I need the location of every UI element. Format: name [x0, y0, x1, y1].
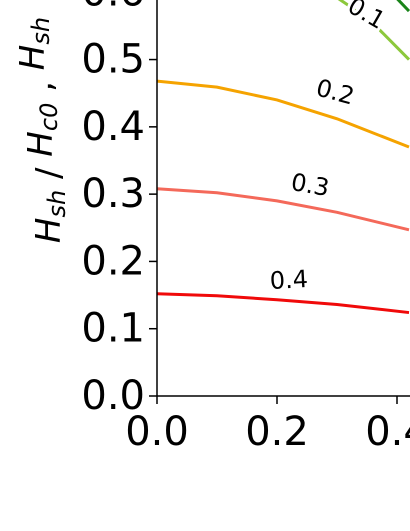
y-tick-label: 0.6 — [81, 0, 145, 15]
label-subscript: sh — [27, 17, 55, 45]
plot-area: 0.4 0.3 0.2 0.1 — [157, 0, 410, 315]
label-subscript: sh — [43, 190, 71, 218]
x-tick-label: 0.2 — [245, 409, 309, 455]
curve — [396, 0, 410, 13]
y-tick-label: 0.5 — [81, 37, 145, 83]
label-part: / — [29, 157, 69, 190]
y-tick-label: 0.0 — [81, 373, 145, 419]
curve — [157, 292, 410, 315]
curve — [337, 0, 410, 61]
y-axis-label: Hsh / Hc0 , Hsh — [13, 17, 72, 243]
y-tick-label: 0.1 — [81, 306, 145, 352]
label-part: H — [21, 131, 61, 157]
curve-label: 0.1 — [343, 0, 390, 35]
curve-label: 0.2 — [313, 74, 357, 111]
label-subscript: c0 — [35, 103, 63, 131]
curve — [157, 187, 410, 232]
label-part: H — [13, 45, 53, 71]
curve-label: 0.4 — [269, 265, 309, 295]
x-tick-label: 0.0 — [125, 409, 189, 455]
x-tick-label: 0.4 — [365, 409, 410, 455]
curve — [157, 79, 410, 149]
y-tick-label: 0.4 — [81, 104, 145, 150]
label-part: H — [29, 218, 69, 244]
label-part: , — [21, 70, 61, 102]
y-tick-label: 0.2 — [81, 238, 145, 284]
curve-label: 0.3 — [289, 168, 331, 202]
y-tick-label: 0.3 — [81, 171, 145, 217]
